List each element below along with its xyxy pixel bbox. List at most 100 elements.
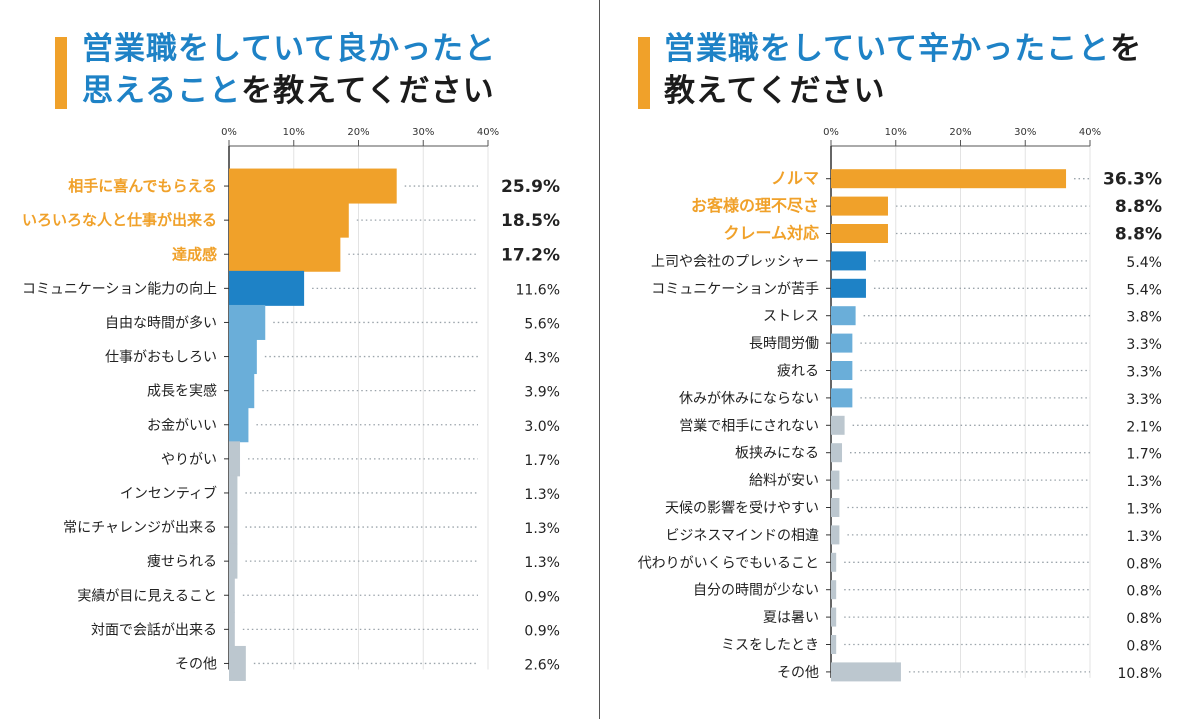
value-label: 1.3% (524, 487, 560, 503)
value-label: 3.3% (1126, 365, 1162, 381)
value-label: 1.7% (524, 453, 560, 469)
bar (229, 202, 349, 238)
right-title-line1-highlight: 営業職をしていて辛かったこと (664, 31, 1111, 67)
left-title-line1: 営業職をしていて良かったと (82, 31, 497, 67)
bar (229, 339, 257, 375)
value-label: 3.3% (1126, 337, 1162, 353)
value-label: 25.9% (501, 177, 560, 197)
value-label: 1.3% (524, 555, 560, 571)
bar (831, 498, 840, 517)
value-label: 0.8% (1126, 611, 1162, 627)
category-label: 成長を実感 (147, 383, 217, 400)
value-label: 0.8% (1126, 584, 1162, 600)
category-label: 自由な時間が多い (105, 314, 217, 331)
category-label: 営業で相手にされない (679, 418, 819, 434)
category-label: コミュニケーション能力の向上 (22, 281, 217, 297)
value-label: 1.3% (1126, 502, 1162, 518)
value-label: 36.3% (1103, 170, 1162, 190)
bar (831, 361, 853, 380)
right-chart-panel: 営業職をしていて辛かったことを 教えてください 0% 10% 20% 30% 40% ノル… (600, 0, 1200, 719)
bar (831, 580, 837, 600)
value-label: 1.3% (524, 521, 560, 537)
value-label: 0.8% (1126, 639, 1162, 655)
category-label: 相手に喜んでもらえる (68, 177, 217, 195)
value-label: 8.8% (1115, 197, 1162, 217)
value-label: 3.3% (1126, 392, 1162, 408)
category-label: ビジネスマインドの相違 (665, 528, 819, 544)
bar (831, 607, 837, 627)
x-tick-label: 10% (885, 127, 907, 138)
value-label: 1.3% (1126, 529, 1162, 545)
value-label: 18.5% (501, 211, 560, 231)
right-title-line1-rest: を (1110, 31, 1143, 67)
category-label: 達成感 (172, 245, 217, 263)
bar (229, 475, 238, 511)
bar (229, 373, 255, 409)
bar (229, 577, 235, 613)
panel-divider (599, 0, 600, 719)
right-bar-chart: 0% 10% 20% 30% 40% ノルマ 36.3% お客様の理不尽さ 8.8% クレーム対応… (638, 127, 1162, 682)
bar (229, 407, 249, 443)
bar (831, 224, 888, 243)
left-chart-title: 営業職をしていて良かったと 思えることを教えてください (82, 28, 496, 112)
bar (229, 441, 241, 477)
category-label: 上司や会社のプレッシャー (651, 254, 819, 270)
category-label: 給料が安い (749, 473, 819, 489)
value-label: 0.8% (1126, 556, 1162, 572)
bar (831, 470, 840, 490)
left-title-line2-highlight: 思えること (82, 73, 242, 109)
bar (229, 236, 341, 272)
category-label: 実績が目に見えること (77, 588, 217, 604)
value-label: 0.9% (524, 623, 560, 639)
bar (831, 443, 843, 463)
left-bar-chart: 0% 10% 20% 30% 40% 相手に喜んでもらえる 25.9% いろいろな人と仕事が出… (22, 127, 560, 681)
bar (831, 306, 856, 326)
category-label: コミュニケーションが苦手 (651, 281, 819, 297)
category-label: インセンティブ (120, 485, 217, 502)
bar (831, 333, 853, 353)
x-tick-label: 0% (823, 127, 839, 138)
value-label: 17.2% (501, 245, 560, 265)
value-label: 5.4% (1126, 255, 1162, 271)
value-label: 1.7% (1126, 447, 1162, 463)
category-label: その他 (777, 665, 819, 681)
value-label: 3.9% (524, 385, 560, 401)
category-label: その他 (175, 656, 217, 672)
category-label: 自分の時間が少ない (693, 583, 819, 599)
category-label: クレーム対応 (723, 224, 819, 243)
title-accent-bar (638, 37, 650, 109)
bar (831, 278, 866, 298)
value-label: 3.0% (524, 419, 560, 435)
category-label: ノルマ (771, 169, 819, 188)
bar (831, 662, 901, 682)
value-label: 4.3% (524, 351, 560, 367)
category-label: 疲れる (777, 363, 819, 380)
right-chart-title: 営業職をしていて辛かったことを 教えてください (664, 28, 1142, 112)
category-label: 代わりがいくらでもいること (638, 555, 819, 571)
bar (831, 415, 845, 435)
x-tick-label: 0% (221, 127, 237, 138)
category-label: ストレス (763, 309, 819, 325)
category-label: いろいろな人と仕事が出来る (22, 211, 217, 229)
category-label: 天候の影響を受けやすい (665, 500, 819, 517)
title-accent-bar (55, 37, 67, 109)
value-label: 5.6% (524, 316, 560, 332)
bar (831, 388, 853, 408)
left-title-line2-rest: を教えてください (241, 73, 495, 109)
bar (831, 169, 1067, 189)
category-label: 対面で会話が出来る (91, 621, 217, 638)
bar (831, 635, 837, 654)
category-label: お客様の理不尽さ (691, 196, 819, 215)
category-label: 痩せられる (147, 553, 217, 570)
x-tick-label: 20% (949, 127, 971, 138)
value-label: 8.8% (1115, 225, 1162, 245)
value-label: 5.4% (1126, 282, 1162, 298)
bar (229, 304, 266, 340)
bar (831, 552, 837, 572)
category-label: 常にチャレンジが出来る (63, 520, 217, 536)
category-label: 板挟みになる (735, 446, 819, 462)
bar (229, 509, 238, 545)
bar (229, 168, 397, 204)
left-chart-panel: 営業職をしていて良かったと 思えることを教えてください 0% 10% 20% 30% 4… (0, 0, 599, 719)
category-label: やりがい (161, 452, 217, 468)
